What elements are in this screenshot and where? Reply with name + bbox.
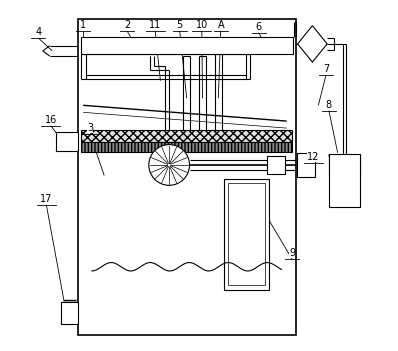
Text: 3: 3	[87, 124, 93, 133]
Bar	[329, 154, 361, 207]
Text: 5: 5	[177, 20, 183, 30]
Text: 9: 9	[289, 248, 295, 258]
Bar	[81, 37, 293, 54]
Text: 2: 2	[124, 20, 130, 30]
Text: A: A	[217, 20, 224, 30]
Bar	[78, 19, 296, 335]
Circle shape	[149, 145, 189, 185]
Text: 4: 4	[35, 27, 41, 37]
Bar	[82, 142, 292, 152]
Bar	[61, 302, 78, 324]
Bar	[56, 132, 78, 151]
Text: 7: 7	[323, 64, 329, 74]
Bar	[224, 179, 269, 290]
Bar	[160, 152, 179, 161]
Text: 12: 12	[307, 152, 319, 162]
Text: 10: 10	[196, 20, 208, 30]
Text: 6: 6	[256, 22, 262, 32]
Bar	[297, 153, 315, 177]
Text: 11: 11	[149, 20, 161, 30]
Polygon shape	[298, 26, 327, 62]
Bar	[267, 156, 285, 174]
Text: 1: 1	[80, 20, 86, 30]
Bar	[228, 183, 265, 285]
Text: 8: 8	[326, 100, 332, 110]
Text: 17: 17	[40, 194, 53, 204]
Text: 16: 16	[45, 115, 57, 125]
Bar	[82, 130, 292, 142]
